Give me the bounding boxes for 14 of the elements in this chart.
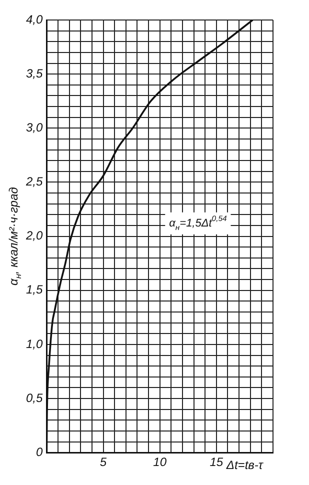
y-tick-label: 0 [36,444,43,459]
x-tick-label: 10 [153,455,167,470]
x-tick-label: 15 [210,455,224,470]
y-tick-label: 2,0 [24,228,43,243]
x-tick-label: 5 [100,455,107,470]
x-axis-title: Δt=tв-τ [225,458,264,472]
y-tick-label: 3,5 [26,66,43,80]
y-tick-label: 3,0 [26,120,43,134]
y-tick-label: 4,0 [26,12,43,26]
y-tick-label: 1,0 [26,336,43,351]
y-tick-label: 1,5 [26,282,43,297]
y-tick-label: 0,5 [26,390,43,405]
y-axis-title: αн, ккал/м²·ч·град [6,186,24,286]
y-tick-label: 2,5 [24,174,43,189]
